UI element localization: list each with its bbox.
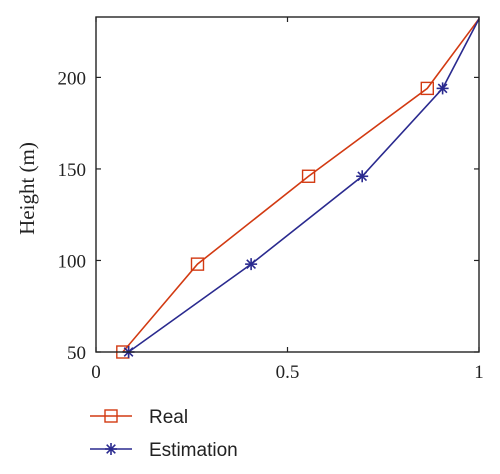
legend-label-estimation: Estimation [149,440,238,461]
asterisk-stroke [357,171,368,182]
y-tick-label: 100 [58,251,87,272]
asterisk-stroke [106,444,116,454]
asterisk-stroke [437,83,448,94]
data-point-estimation [356,170,369,183]
y-tick-label: 200 [58,68,87,89]
y-axis-label: Height (m) [15,142,39,235]
x-tick-label: 0.5 [276,362,300,383]
x-tick-label: 1 [474,362,484,383]
asterisk-stroke [246,259,257,270]
legend-label-real: Real [149,407,188,428]
data-point-estimation [245,258,258,271]
y-tick-label: 50 [67,343,86,364]
data-point-real [301,169,316,183]
data-point-estimation [436,82,449,95]
plot-frame [95,16,480,353]
y-tick-label: 150 [58,160,87,181]
data-point-real [420,81,434,96]
plot-area [116,18,480,359]
legend-marker-real [104,409,118,423]
legend: Real Estimation [90,407,238,461]
series-line-real [122,18,480,353]
legend-marker-estimation [105,443,117,455]
series-line-estimation [128,18,480,353]
x-tick-label: 0 [91,362,101,383]
data-point-real [190,257,205,271]
